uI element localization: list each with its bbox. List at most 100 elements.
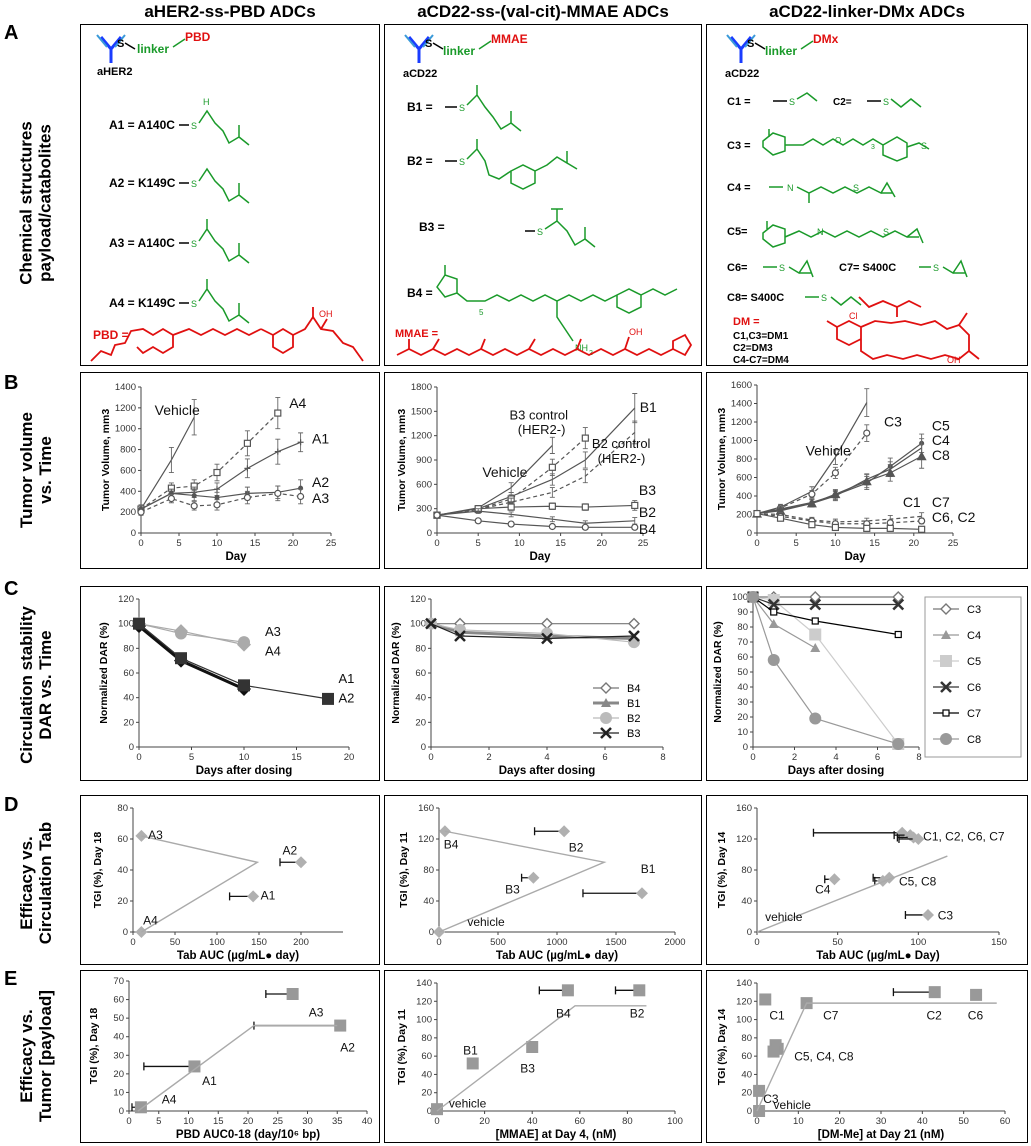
structure-c7-s: S bbox=[933, 263, 939, 273]
point-label-c3: C3 bbox=[763, 1092, 779, 1106]
error-bar bbox=[549, 516, 555, 523]
y-tick-label: 80 bbox=[421, 1033, 432, 1044]
x-tick-label: 30 bbox=[302, 1116, 313, 1127]
x-tick-label: 0 bbox=[126, 1116, 131, 1127]
y-tick-label: 20 bbox=[415, 717, 426, 728]
data-point bbox=[548, 522, 556, 531]
data-point bbox=[753, 509, 761, 518]
data-point bbox=[894, 630, 902, 639]
y-tick-label: 40 bbox=[123, 693, 134, 704]
legend-marker bbox=[940, 681, 952, 693]
antibody-icon bbox=[96, 34, 126, 63]
structure-b1-label: B1 = bbox=[407, 100, 433, 114]
x-error-bar bbox=[582, 889, 642, 898]
x-axis-title: [DM-Me] at Day 21 (nM) bbox=[818, 1129, 945, 1141]
point-label-a1: A1 bbox=[312, 430, 329, 446]
data-point bbox=[886, 524, 894, 532]
y-tick-label: 60 bbox=[421, 1051, 432, 1062]
y-tick-label: 60 bbox=[123, 668, 134, 679]
data-point-c1 bbox=[759, 993, 772, 1006]
x-tick-label: 15 bbox=[213, 1116, 224, 1127]
x-axis-title: Days after dosing bbox=[788, 765, 885, 777]
data-point bbox=[297, 439, 304, 446]
x-axis-title: Tab AUC (µg/mL● Day) bbox=[816, 950, 940, 962]
dm-label: DM = bbox=[733, 316, 760, 328]
structure-a4-label: A4 = K149C bbox=[109, 296, 176, 310]
legend-label-c6: C6 bbox=[967, 682, 981, 694]
mmae-structure-drawing bbox=[396, 333, 693, 357]
structure-b4-sub: 5 bbox=[479, 308, 484, 317]
row-letter-a: A bbox=[4, 22, 19, 44]
y-tick-label: 30 bbox=[737, 697, 748, 708]
data-point bbox=[507, 520, 515, 528]
payload-label: PBD bbox=[185, 30, 211, 44]
x-tick-label: 150 bbox=[991, 937, 1007, 948]
structure-panel-her2: aHER2 S linker PBD A1 = A140C S H A2 = K… bbox=[80, 24, 380, 366]
point-label-a2: A2 bbox=[340, 1041, 355, 1055]
point-label-b3: B3 bbox=[639, 482, 656, 498]
pbd-structure-drawing bbox=[90, 307, 364, 362]
y-tick-label: 100 bbox=[118, 619, 134, 630]
series-line-c7 bbox=[752, 596, 899, 636]
y-axis-title: Normalized DAR (%) bbox=[390, 622, 402, 724]
point-label-b1: B1 bbox=[641, 862, 656, 876]
series-c8 bbox=[747, 591, 905, 750]
y-tick-label: 0 bbox=[427, 1106, 432, 1117]
data-point bbox=[776, 514, 785, 522]
y-tick-label: 80 bbox=[741, 865, 752, 876]
y-tick-label: 60 bbox=[117, 834, 128, 845]
x-tick-label: 0 bbox=[750, 752, 755, 763]
mmae-label: MMAE = bbox=[395, 328, 438, 340]
series-line-c8 bbox=[752, 596, 899, 745]
structure-a2: A2 = K149C S bbox=[109, 167, 250, 204]
data-point-b1 bbox=[466, 1057, 479, 1070]
data-point bbox=[809, 628, 822, 641]
x-tick-label: 8 bbox=[916, 752, 921, 763]
chart-b2: 0 5 10 15 20 25 0 300 600 900 1200 1500 1800 Day Tumor… bbox=[396, 382, 657, 563]
structure-a4: A4 = K149C S bbox=[109, 279, 250, 324]
x-axis-title: Days after dosing bbox=[196, 765, 293, 777]
y-tick-label: 20 bbox=[117, 896, 128, 907]
mmae-oh: OH bbox=[629, 327, 643, 337]
structure-c6-label: C6= bbox=[727, 262, 748, 274]
structure-c2-s: S bbox=[883, 97, 889, 107]
y-tick-label: 40 bbox=[415, 693, 426, 704]
x-tick-label: 50 bbox=[832, 937, 843, 948]
x-tick-label: 60 bbox=[575, 1116, 586, 1127]
point-label-c4: C4 bbox=[815, 882, 831, 896]
structure-a2-s: S bbox=[191, 179, 197, 189]
point-label-c3: C3 bbox=[884, 414, 902, 430]
x-tick-label: 5 bbox=[476, 538, 481, 549]
maytansine-cl: Cl bbox=[849, 311, 858, 321]
series-line-b3 bbox=[436, 504, 635, 516]
structure-a3-label: A3 = A140C bbox=[109, 236, 175, 250]
point-label-c4: C4 bbox=[932, 432, 950, 448]
structure-c7: C7= S400C S bbox=[839, 259, 968, 278]
x-tick-label: 0 bbox=[754, 538, 759, 549]
point-label-b4: B4 bbox=[639, 521, 656, 537]
data-point-b3 bbox=[527, 871, 540, 884]
legend-box bbox=[924, 596, 1022, 758]
y-tick-label: 90 bbox=[737, 607, 748, 618]
structure-c5-s: S bbox=[883, 227, 889, 237]
data-point bbox=[806, 498, 817, 508]
data-point bbox=[243, 439, 251, 447]
s-label: S bbox=[425, 38, 432, 50]
row-label-stability-line2: DAR vs. Time bbox=[36, 630, 55, 740]
structure-b4-label: B4 = bbox=[407, 286, 433, 300]
y-tick-label: 0 bbox=[123, 927, 128, 938]
scatter-points bbox=[812, 826, 935, 921]
series-b4 bbox=[433, 511, 639, 531]
structure-c8-s: S bbox=[821, 293, 827, 303]
antibody-label: aCD22 bbox=[725, 68, 759, 80]
scatter-points bbox=[131, 988, 347, 1114]
data-point-a2 bbox=[334, 1019, 347, 1032]
error-bar bbox=[582, 451, 588, 469]
chart-panel-e1: 0 5 10 15 20 25 30 35 40 0 10 20 30 40 50 60 70 PBD AUC0-… bbox=[80, 970, 380, 1143]
y-tick-label: 50 bbox=[737, 667, 748, 678]
x-tick-label: 100 bbox=[667, 1116, 683, 1127]
x-tick-label: 5 bbox=[794, 538, 799, 549]
x-tick-label: 6 bbox=[875, 752, 880, 763]
y-tick-label: 1600 bbox=[731, 380, 752, 391]
